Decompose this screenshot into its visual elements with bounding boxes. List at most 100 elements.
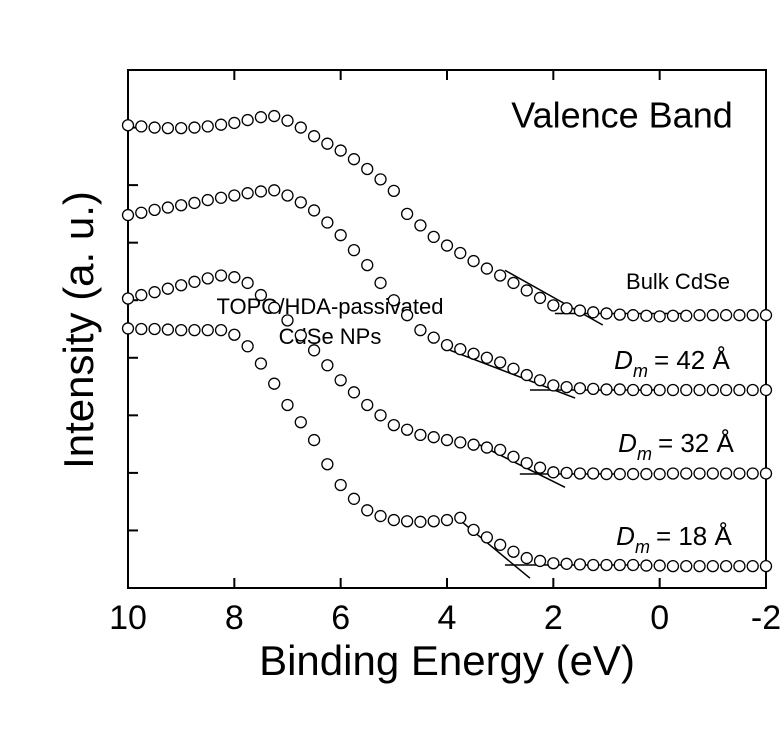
data-point: [707, 310, 718, 321]
data-point: [761, 385, 772, 396]
data-point: [747, 385, 758, 396]
data-point: [654, 560, 665, 571]
data-point: [402, 516, 413, 527]
series-label-subscript: m: [635, 537, 650, 557]
data-point: [136, 121, 147, 132]
data-point: [495, 270, 506, 281]
data-point: [681, 561, 692, 572]
data-point: [721, 561, 732, 572]
data-point: [282, 399, 293, 410]
x-tick-label: 2: [544, 599, 563, 637]
data-point: [641, 385, 652, 396]
data-point: [269, 185, 280, 196]
data-point: [628, 385, 639, 396]
data-point: [415, 516, 426, 527]
data-point: [495, 357, 506, 368]
data-point: [229, 329, 240, 340]
data-point: [574, 468, 585, 479]
x-tick-label: 0: [650, 599, 669, 637]
data-point: [508, 363, 519, 374]
data-point: [375, 174, 386, 185]
data-point: [574, 383, 585, 394]
data-point: [521, 370, 532, 381]
data-point: [495, 539, 506, 550]
data-point: [176, 200, 187, 211]
data-point: [216, 192, 227, 203]
data-point: [362, 399, 373, 410]
series-label-symbol: D: [618, 428, 637, 458]
data-point: [388, 420, 399, 431]
data-point: [548, 380, 559, 391]
data-point: [428, 231, 439, 242]
data-point: [123, 210, 134, 221]
x-tick-label: -2: [751, 599, 781, 637]
data-point: [362, 260, 373, 271]
data-point: [455, 512, 466, 523]
data-point: [202, 273, 213, 284]
data-point: [761, 310, 772, 321]
data-point: [628, 310, 639, 321]
data-point: [495, 444, 506, 455]
data-point: [548, 558, 559, 569]
data-point: [641, 560, 652, 571]
data-point: [335, 479, 346, 490]
page: {"chart_data": {"type": "scatter", "titl…: [0, 0, 784, 736]
data-point: [428, 332, 439, 343]
series-label-subscript: m: [637, 444, 652, 464]
data-point: [535, 555, 546, 566]
data-point: [694, 468, 705, 479]
data-point: [601, 308, 612, 319]
data-point: [442, 515, 453, 526]
data-point: [242, 115, 253, 126]
data-point: [667, 310, 678, 321]
data-point: [348, 245, 359, 256]
data-point: [269, 302, 280, 313]
data-point: [721, 385, 732, 396]
data-point: [162, 123, 173, 134]
y-axis-label: Intensity (a. u.): [55, 191, 102, 469]
data-point: [468, 348, 479, 359]
data-point: [667, 561, 678, 572]
data-point: [548, 467, 559, 478]
data-point: [202, 121, 213, 132]
data-point: [761, 468, 772, 479]
data-point: [348, 493, 359, 504]
series-label: Bulk CdSe: [626, 269, 730, 294]
data-point: [202, 325, 213, 336]
data-point: [641, 469, 652, 480]
data-point: [388, 185, 399, 196]
data-point: [255, 290, 266, 301]
data-point: [123, 323, 134, 334]
data-point: [415, 429, 426, 440]
data-point: [667, 468, 678, 479]
data-point: [402, 208, 413, 219]
data-point: [348, 154, 359, 165]
data-point: [681, 385, 692, 396]
data-point: [694, 561, 705, 572]
data-point: [295, 122, 306, 133]
data-point: [348, 387, 359, 398]
data-point: [535, 462, 546, 473]
data-point: [614, 384, 625, 395]
data-point: [176, 280, 187, 291]
data-point: [588, 559, 599, 570]
data-point: [508, 277, 519, 288]
data-point: [322, 360, 333, 371]
x-tick-label: 8: [225, 599, 244, 637]
data-point: [388, 515, 399, 526]
data-point: [375, 277, 386, 288]
data-point: [574, 305, 585, 316]
data-point: [734, 385, 745, 396]
chart: Valence Band Binding Energy (eV) Intensi…: [0, 0, 784, 736]
data-point: [202, 195, 213, 206]
annotation-text: CdSe NPs: [279, 324, 382, 349]
data-point: [189, 276, 200, 287]
data-point: [747, 310, 758, 321]
data-point: [588, 383, 599, 394]
data-point: [415, 220, 426, 231]
data-point: [481, 263, 492, 274]
data-point: [707, 385, 718, 396]
data-point: [375, 511, 386, 522]
data-point: [136, 207, 147, 218]
